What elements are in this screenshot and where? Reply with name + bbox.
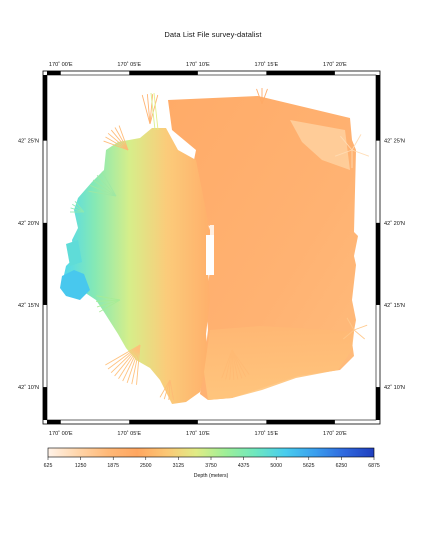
lon-tick-label-top: 170˚ 10'E: [186, 61, 210, 68]
colorbar-tick-label: 5000: [270, 463, 282, 469]
lon-tick-label-bottom: 170˚ 05'E: [117, 430, 141, 437]
colorbar-tick-label: 6875: [368, 463, 380, 469]
colorbar-label: Depth (meters): [194, 473, 229, 479]
colorbar-tick-label: 3750: [205, 463, 217, 469]
colorbar-tick-label: 3125: [173, 463, 185, 469]
longitude-labels-top: 170˚ 00'E 170˚ 05'E 170˚ 10'E 170˚ 15'E 170˚…: [49, 61, 347, 68]
lat-tick-label-left: 42˚ 25'N: [18, 138, 39, 145]
lon-tick-label-bottom: 170˚ 00'E: [49, 430, 73, 437]
latitude-labels-left: 42˚ 10'N 42˚ 15'N 42˚ 20'N 42˚ 25'N: [18, 138, 39, 391]
lat-tick-label-left: 42˚ 10'N: [18, 384, 39, 391]
lat-tick-label-right: 42˚ 20'N: [384, 220, 405, 227]
colorbar-tick-label: 5625: [303, 463, 315, 469]
lon-tick-label-top: 170˚ 15'E: [254, 61, 278, 68]
survey-coverage: [60, 88, 370, 404]
colorbar-tick-label: 1250: [75, 463, 87, 469]
colorbar-tick-label: 625: [44, 463, 53, 469]
lon-tick-label-top: 170˚ 05'E: [117, 61, 141, 68]
lat-tick-label-right: 42˚ 25'N: [384, 138, 405, 145]
lat-tick-label-left: 42˚ 15'N: [18, 302, 39, 309]
lat-tick-label-right: 42˚ 15'N: [384, 302, 405, 309]
colorbar-tick-label: 4375: [238, 463, 250, 469]
lat-tick-label-left: 42˚ 20'N: [18, 220, 39, 227]
depth-colorbar: 625 1250 1875 2500 3125 3750 4375 5000 5625 6250 6…: [44, 447, 380, 479]
lat-tick-label-right: 42˚ 10'N: [384, 384, 405, 391]
latitude-labels-right: 42˚ 10'N 42˚ 15'N 42˚ 20'N 42˚ 25'N: [384, 138, 405, 391]
lon-tick-label-bottom: 170˚ 15'E: [254, 430, 278, 437]
colorbar-tick-label: 6250: [336, 463, 348, 469]
map-title: Data List File survey-datalist: [164, 30, 262, 39]
lon-tick-label-top: 170˚ 00'E: [49, 61, 73, 68]
lon-tick-label-top: 170˚ 20'E: [323, 61, 347, 68]
lon-tick-label-bottom: 170˚ 10'E: [186, 430, 210, 437]
longitude-labels-bottom: 170˚ 00'E 170˚ 05'E 170˚ 10'E 170˚ 15'E 170˚…: [49, 430, 347, 437]
lon-tick-label-bottom: 170˚ 20'E: [323, 430, 347, 437]
colorbar-tick-label: 2500: [140, 463, 152, 469]
colorbar-tick-label: 1875: [107, 463, 119, 469]
